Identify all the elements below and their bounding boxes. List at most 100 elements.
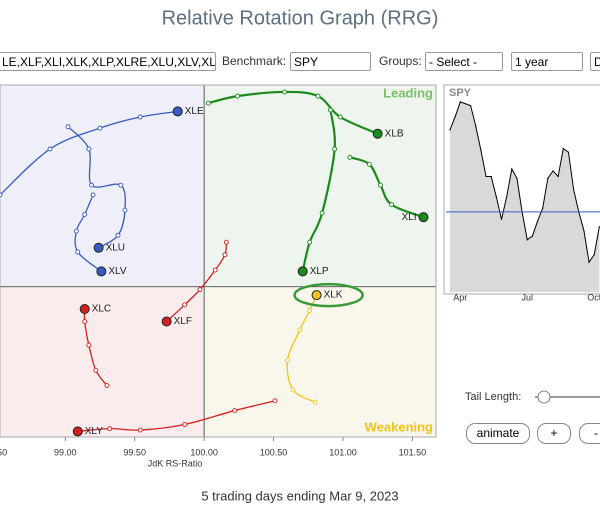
plus-button[interactable]: + [537, 423, 571, 444]
tail-point [82, 211, 88, 217]
period-select[interactable]: 1 year [511, 52, 583, 71]
quadrant-bg [204, 85, 436, 287]
tail-point [332, 146, 338, 152]
price-point [464, 103, 467, 105]
price-point [562, 147, 564, 150]
slider-knob[interactable] [537, 390, 551, 404]
price-point [547, 177, 549, 179]
price-area [450, 101, 600, 292]
animate-button[interactable]: animate [466, 423, 530, 444]
price-point [449, 129, 451, 131]
price-point [475, 125, 477, 127]
x-tick-label: 101.50 [399, 447, 427, 457]
price-line [449, 101, 600, 264]
tail-point [118, 182, 124, 188]
tail-point [205, 100, 211, 106]
x-tick-label: Oct [587, 292, 600, 302]
tail-point [122, 207, 128, 213]
price-point [454, 116, 456, 118]
tail-point [378, 182, 383, 188]
price-point [526, 239, 528, 241]
series-label: XLF [174, 316, 192, 327]
head-point [93, 242, 104, 253]
price-point [542, 207, 544, 209]
quadrant-bg [0, 85, 205, 287]
tail-point [73, 228, 79, 234]
head-point [79, 304, 90, 314]
tail-point [97, 125, 103, 131]
tail-point [182, 302, 188, 308]
tail-point [89, 182, 95, 188]
series-label: XLV [108, 266, 126, 277]
quadrant-bg [0, 286, 205, 437]
tail-point [137, 427, 143, 433]
footer: 5 trading days ending Mar 9, 2023 [201, 488, 398, 503]
tail-point [107, 426, 113, 432]
x-axis-label: JdK RS-Ratio [148, 458, 203, 468]
tail-point [389, 202, 395, 208]
head-point [161, 316, 172, 327]
tail-point [366, 161, 372, 167]
tail-point [86, 342, 92, 348]
price-point [593, 254, 595, 256]
groups-label: Groups: [379, 54, 422, 68]
series-label: XLY [85, 426, 103, 437]
price-point [536, 220, 539, 222]
tail-point [197, 287, 203, 292]
series-label: XLI [401, 212, 416, 223]
x-tick-label: 98.50 [0, 447, 7, 457]
price-point [516, 177, 518, 179]
tail-point [328, 107, 333, 113]
head-point [372, 128, 383, 139]
price-point [511, 168, 513, 170]
tail-point [284, 358, 290, 363]
tail-point [297, 327, 303, 333]
x-tick-label: 99.50 [123, 447, 146, 457]
page-title: Relative Rotation Graph (RRG) [162, 7, 439, 29]
price-point [495, 196, 497, 198]
price-point [490, 175, 492, 178]
tail-point [93, 367, 99, 373]
series-label: XLK [324, 290, 343, 301]
quadrant-bg [204, 286, 436, 437]
frequency-select[interactable]: D [590, 52, 600, 71]
tail-point [182, 422, 188, 427]
panel-title: SPY [449, 87, 472, 99]
tail-point [347, 154, 353, 160]
groups-select[interactable]: - Select - [425, 52, 503, 71]
tail-point [115, 232, 121, 238]
benchmark-input[interactable]: SPY [290, 52, 371, 71]
price-point [506, 196, 508, 198]
symbols-input[interactable]: LE,XLF,XLI,XLK,XLP,XLRE,XLU,XLV,XL [0, 52, 216, 71]
minus-button[interactable]: - [579, 423, 600, 444]
tail-point [232, 408, 238, 414]
tail-point [104, 383, 110, 388]
tail-point [90, 192, 96, 198]
series-label: XLB [385, 128, 404, 139]
tail-point [272, 398, 278, 404]
tail-point [65, 124, 71, 130]
price-point [531, 235, 534, 237]
x-tick-label: Apr [453, 292, 467, 302]
tail-point [315, 93, 321, 99]
x-tick-label: Jul [521, 292, 533, 302]
tail-point [75, 249, 81, 255]
tail-point [282, 89, 288, 95]
quadrant-label: Leading [383, 85, 433, 100]
tail-point [47, 146, 53, 152]
price-point [500, 218, 503, 220]
tail-line [208, 90, 379, 135]
price-point [485, 175, 487, 178]
tail-point [86, 146, 92, 152]
x-tick-label: 101.00 [329, 447, 357, 457]
tail-point [337, 114, 343, 120]
tail-point [307, 307, 313, 313]
x-tick-label: 100.00 [190, 447, 218, 457]
tail-length-label: Tail Length: [465, 391, 521, 403]
tail-point [307, 239, 313, 245]
tail-point [234, 93, 240, 99]
tail-point [82, 319, 88, 324]
head-point [418, 212, 429, 223]
